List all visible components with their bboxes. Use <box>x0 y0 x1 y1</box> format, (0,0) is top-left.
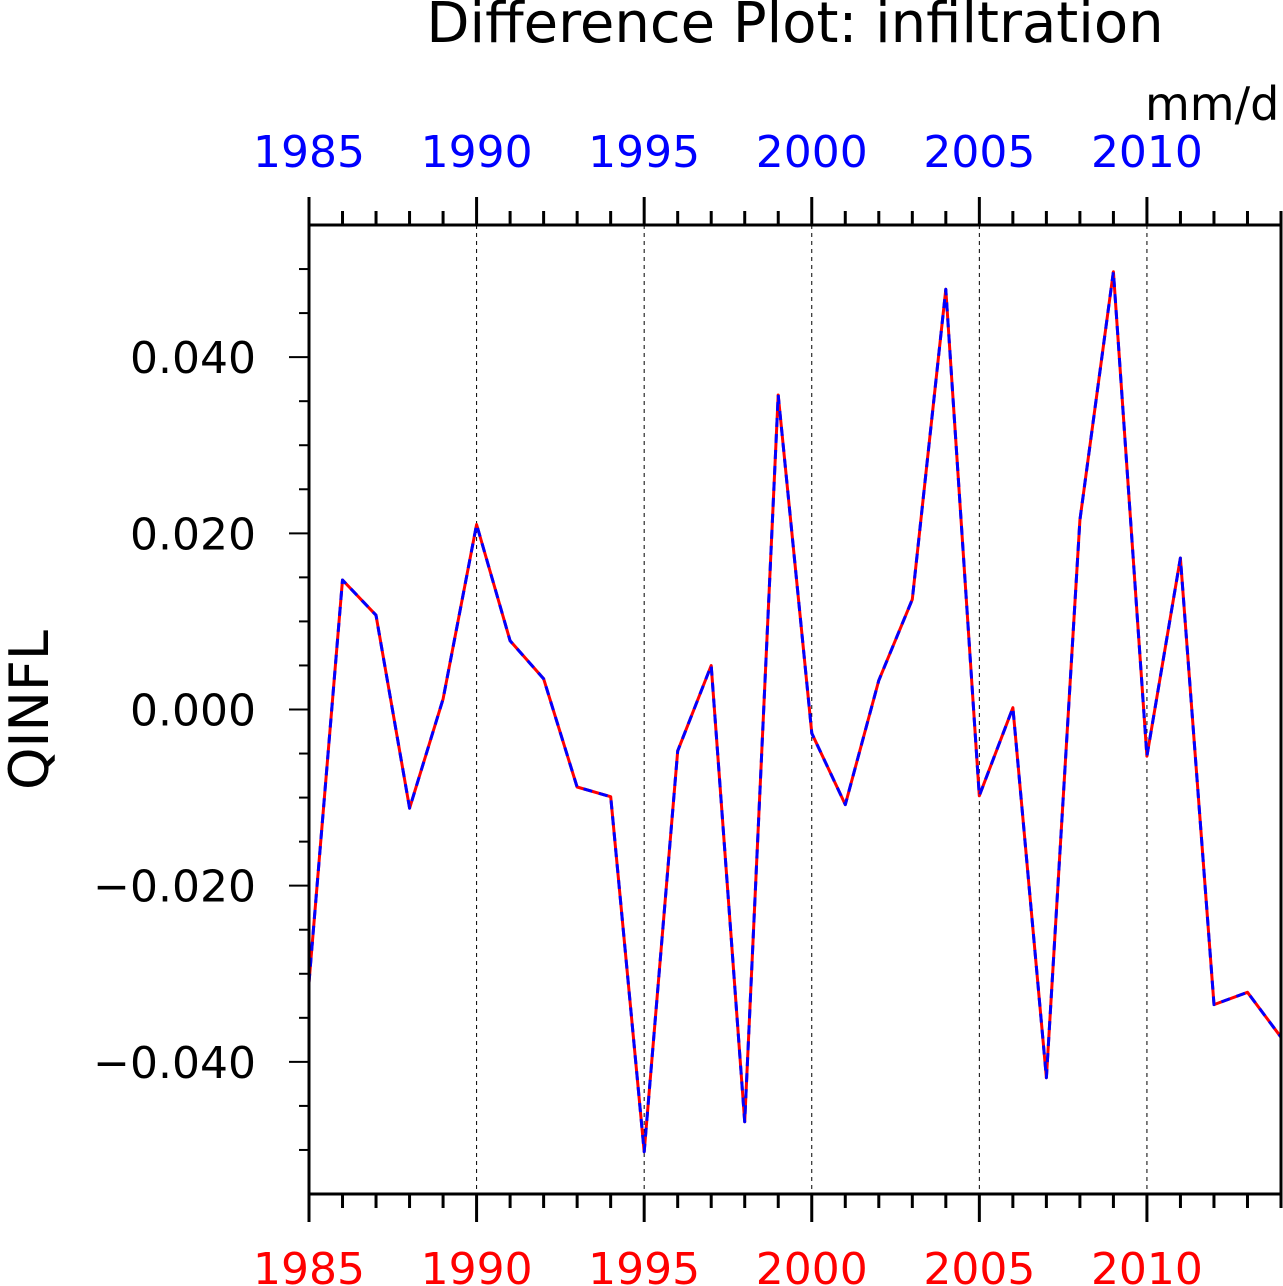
x-tick-label-bottom: 2010 <box>1091 1244 1203 1286</box>
x-tick-label-bottom: 2000 <box>756 1244 868 1286</box>
x-tick-label-top: 1995 <box>588 127 700 178</box>
x-tick-label-bottom: 2005 <box>923 1244 1035 1286</box>
y-tick-label: −0.040 <box>93 1038 256 1089</box>
y-tick-label: 0.000 <box>130 686 256 737</box>
y-tick-label: 0.040 <box>130 333 256 384</box>
chart-title: Difference Plot: infiltration <box>426 0 1163 56</box>
series-line-1 <box>307 270 1283 1154</box>
x-tick-label-bottom: 1985 <box>253 1244 365 1286</box>
x-tick-label-top: 2010 <box>1091 127 1203 178</box>
x-tick-label-bottom: 1995 <box>588 1244 700 1286</box>
series-line-2 <box>307 270 1283 1154</box>
axis-ticks <box>289 197 1283 1222</box>
x-tick-label-top: 1990 <box>421 127 533 178</box>
x-tick-label-top: 2005 <box>923 127 1035 178</box>
units-label: mm/d <box>1145 77 1279 131</box>
x-tick-label-top: 2000 <box>756 127 868 178</box>
y-tick-label: −0.020 <box>93 862 256 913</box>
plot-frame <box>307 223 1283 1196</box>
grid-lines <box>476 225 1148 1194</box>
data-series <box>307 270 1283 1154</box>
x-tick-label-top: 1985 <box>253 127 365 178</box>
tick-labels: 1985 1985 1990 1990 1995 1995 2000 2000 2005 2005… <box>93 127 1203 1286</box>
y-axis-label: QINFL <box>0 630 61 790</box>
y-tick-label: 0.020 <box>130 509 256 560</box>
x-tick-label-bottom: 1990 <box>421 1244 533 1286</box>
